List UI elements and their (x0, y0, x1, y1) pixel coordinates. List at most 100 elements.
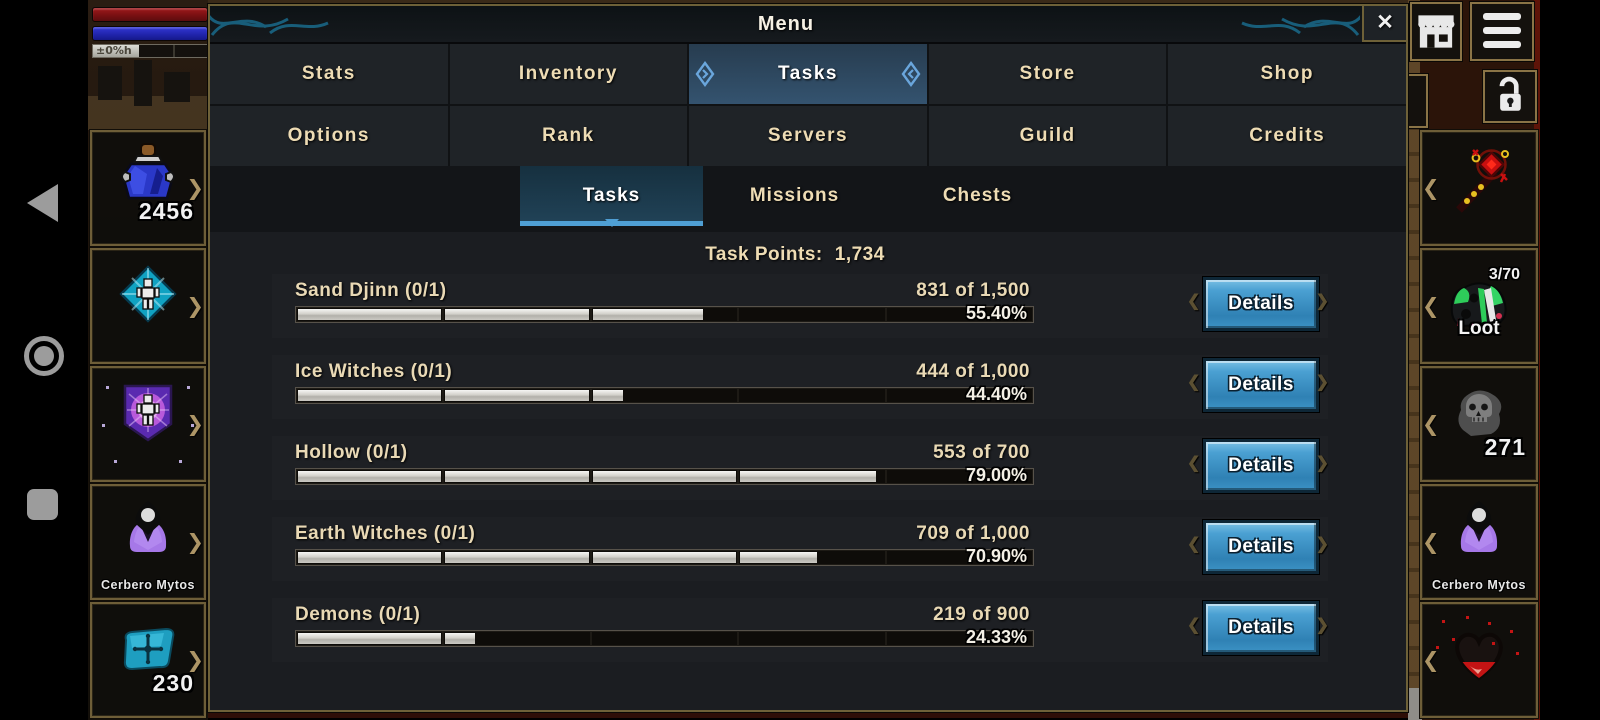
chevron-right-icon: ❯ (186, 412, 204, 436)
particle-dot (1492, 642, 1495, 645)
task-row: Hollow (0/1) 553 of 700 79.00% ❮ Details… (210, 436, 1406, 502)
tab-store[interactable]: Store (928, 44, 1167, 104)
chevron-right-icon: ❯ (186, 176, 204, 200)
particle-dot (1436, 646, 1439, 649)
close-button[interactable]: ✕ (1362, 6, 1406, 42)
particle-dot (1488, 622, 1491, 625)
hud-slot-pet[interactable]: Cerbero Mytos ❮ (1420, 484, 1538, 600)
page-title: Menu (757, 13, 815, 35)
storefront-icon (1412, 6, 1460, 57)
details-button[interactable]: Details (1203, 277, 1319, 331)
details-button[interactable]: Details (1203, 601, 1319, 655)
tab-credits[interactable]: Credits (1168, 106, 1406, 166)
loot-count: 3/70 (1488, 266, 1520, 283)
background-sprite (164, 72, 190, 102)
progress-bar (295, 387, 1034, 404)
tab-tasks[interactable]: Tasks (689, 44, 927, 104)
task-percent: 24.33% (965, 627, 1027, 647)
sub-tab-bar: Tasks Missions Chests (210, 166, 1406, 232)
particle-dot (114, 460, 117, 463)
chevron-left-icon: ❮ (1422, 176, 1440, 200)
progress-bar (295, 549, 1034, 566)
tab-servers[interactable]: Servers (689, 106, 927, 166)
subtab-chests[interactable]: Chests (942, 185, 1013, 206)
particle-dot (1516, 652, 1519, 655)
tab-shop[interactable]: Shop (1168, 44, 1406, 104)
task-name: Ice Witches (0/1) (295, 361, 453, 382)
chevron-left-icon: ❮ (1187, 536, 1201, 553)
mana-bar (92, 26, 208, 41)
store-button[interactable] (1410, 2, 1462, 61)
progress-bar (295, 630, 1034, 647)
progress-bar (295, 468, 1034, 485)
particle-dot (191, 424, 194, 427)
swirl-decoration (1180, 7, 1360, 41)
background-stone (1408, 688, 1422, 720)
background-sprite (98, 66, 122, 100)
task-row: Ice Witches (0/1) 444 of 1,000 44.40% ❮ … (210, 355, 1406, 421)
task-row: Sand Djinn (0/1) 831 of 1,500 55.40% ❮ D… (210, 274, 1406, 340)
task-points-value: 1,734 (834, 244, 885, 265)
particle-dot (187, 386, 190, 389)
hud-slot-skull[interactable]: 271 ❮ (1420, 366, 1538, 482)
hud-slot-loot[interactable]: 3/70 Loot ❮ (1420, 248, 1538, 364)
health-bar (92, 7, 208, 22)
details-button[interactable]: Details (1203, 439, 1319, 493)
loot-bag-icon (1444, 276, 1514, 338)
xp-bar-divider (172, 45, 175, 57)
background-floor (208, 712, 1408, 718)
particle-dot (1452, 638, 1455, 641)
hud-slot-weapon[interactable]: ❮ (1420, 130, 1538, 246)
hud-slot-pet[interactable]: Cerbero Mytos ❯ (90, 484, 206, 600)
menu-button[interactable] (1470, 2, 1534, 61)
hud-slot-potion[interactable]: 2456 ❯ (90, 130, 206, 246)
hud-slot-rune[interactable]: 230 ❯ (90, 602, 206, 718)
android-back-icon[interactable] (27, 184, 58, 222)
background-sprite (134, 60, 152, 106)
arcane-buff-icon (119, 382, 177, 444)
loot-label: Loot (1458, 318, 1500, 339)
android-recents-icon[interactable] (27, 489, 58, 520)
particle-dot (179, 460, 182, 463)
details-button[interactable]: Details (1203, 520, 1319, 574)
skull-count: 271 (1484, 434, 1526, 460)
tab-inventory[interactable]: Inventory (449, 44, 688, 104)
chevron-left-icon: ❮ (1422, 412, 1440, 436)
tab-rank[interactable]: Rank (449, 106, 688, 166)
particle-dot (1466, 616, 1469, 619)
particle-dot (102, 424, 105, 427)
title-bar: Menu ✕ (210, 6, 1406, 44)
menu-panel: Menu ✕ Stats Inventory Tasks (208, 4, 1408, 712)
android-home-icon[interactable] (24, 336, 64, 376)
pet-icon (1452, 500, 1506, 560)
background-sliver (208, 0, 1408, 4)
subtab-missions[interactable]: Missions (749, 185, 840, 206)
lock-button[interactable] (1483, 70, 1537, 123)
potion-count: 2456 (138, 198, 194, 224)
rune-count: 230 (152, 670, 194, 696)
chevron-left-icon: ❮ (1422, 294, 1440, 318)
chevron-left-icon: ❮ (1187, 374, 1201, 391)
details-button[interactable]: Details (1203, 358, 1319, 412)
particle-dot (1510, 630, 1513, 633)
tab-guild[interactable]: Guild (928, 106, 1167, 166)
tab-tasks-label: Tasks (778, 63, 838, 84)
task-progress-text: 831 of 1,500 (916, 280, 1030, 301)
hud-slot-heart[interactable]: ❮ (1420, 602, 1538, 718)
task-row: Demons (0/1) 219 of 900 24.33% ❮ Details… (210, 598, 1406, 664)
swirl-decoration (210, 7, 390, 41)
task-percent: 79.00% (965, 465, 1027, 485)
diamond-marker-icon (901, 59, 921, 89)
chevron-left-icon: ❮ (1187, 293, 1201, 310)
progress-bar (295, 306, 1034, 323)
staff-weapon-icon (1443, 144, 1515, 220)
background-wood (1408, 0, 1420, 720)
hud-slot-arcane-buff[interactable]: ❯ (90, 366, 206, 482)
android-nav-bar (0, 0, 88, 720)
chevron-right-icon: ❯ (1315, 293, 1329, 310)
subtab-tasks[interactable]: Tasks (520, 166, 703, 226)
tab-stats[interactable]: Stats (210, 44, 448, 104)
hud-slot-frost-buff[interactable]: ❯ (90, 248, 206, 364)
task-name: Earth Witches (0/1) (295, 523, 476, 544)
tab-options[interactable]: Options (210, 106, 448, 166)
